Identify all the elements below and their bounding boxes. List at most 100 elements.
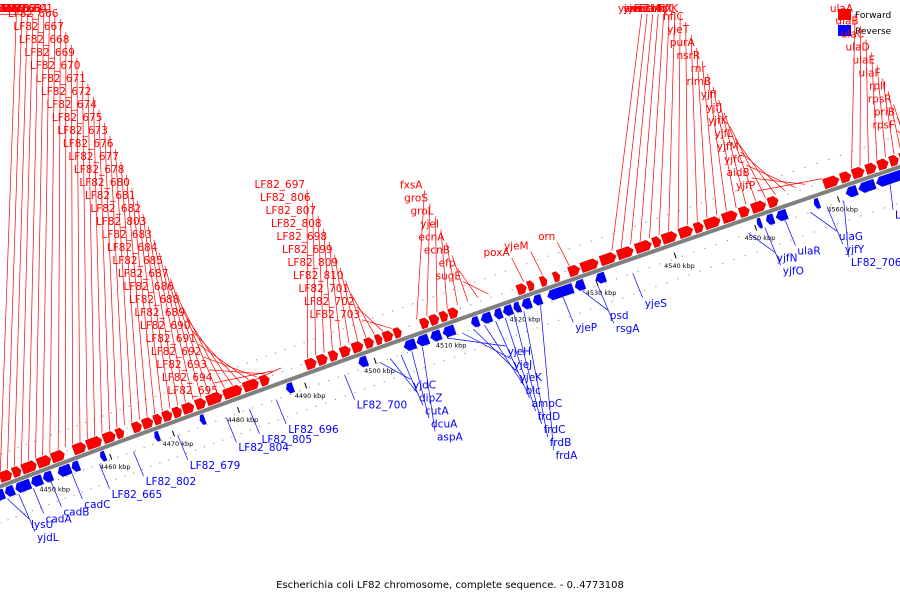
reverse-leader-line [562, 297, 574, 323]
track-dot [281, 371, 283, 373]
track-dot [615, 278, 617, 280]
track-dot [710, 266, 712, 268]
track-dot [469, 304, 472, 306]
track-dot [124, 475, 126, 477]
track-dot [818, 208, 821, 210]
reverse-leader-line [582, 290, 609, 311]
forward-leader-line [530, 251, 543, 276]
reverse-gene-label: ulaR [797, 245, 820, 257]
track-dot [0, 500, 2, 502]
track-dot [15, 516, 17, 518]
forward-gene-label: LF82_690 [140, 320, 191, 332]
forward-leader-line [718, 99, 747, 205]
track-dot [764, 201, 766, 203]
reverse-leader-line [447, 337, 506, 347]
forward-leader-line [208, 369, 265, 375]
track-dot [760, 228, 763, 230]
forward-gene-32 [447, 307, 459, 320]
track-dot [412, 303, 414, 305]
track-dot [392, 310, 394, 312]
gene-labels: LF82_658LF82_659LF82_660LF82_661LF82_662… [0, 3, 900, 544]
track-dot [364, 388, 366, 390]
track-dot [860, 215, 862, 217]
track-dot [480, 300, 482, 302]
track-dot [67, 428, 69, 430]
forward-gene-label: yjeT [667, 24, 690, 36]
forward-leader-line [658, 13, 670, 235]
forward-gene-label: LF82_694 [162, 372, 213, 384]
track-dot [816, 162, 818, 165]
track-dot [738, 236, 740, 238]
reverse-gene-label: yjeH [508, 346, 531, 358]
reverse-gene-23 [547, 282, 575, 301]
forward-leader-line [712, 86, 737, 209]
forward-gene-49 [750, 200, 767, 214]
track-dot [551, 300, 553, 303]
track-dot [284, 348, 286, 351]
forward-leader-line [49, 13, 56, 453]
track-dot [143, 447, 145, 449]
track-dot [532, 282, 534, 284]
reverse-gene-3 [31, 474, 45, 487]
reverse-gene-label: LF82_700 [357, 400, 408, 412]
forward-leader-line [170, 278, 210, 395]
forward-leader-line [740, 151, 786, 192]
forward-gene-label: LF82_691 [145, 333, 196, 345]
track-dot [352, 324, 354, 326]
forward-leader-line [312, 202, 317, 356]
forward-gene-label: LF82_682 [90, 203, 141, 215]
track-dot [268, 422, 270, 424]
track-dot [347, 373, 349, 375]
forward-leader-line [175, 291, 218, 392]
track-dot [781, 174, 783, 176]
track-dot [443, 359, 445, 362]
track-dot [242, 410, 245, 412]
forward-gene-44 [677, 225, 694, 239]
track-dot [255, 359, 258, 361]
track-dot [612, 233, 614, 235]
forward-gene-label: LF82_670 [30, 60, 81, 72]
forward-leader-line [620, 13, 648, 248]
forward-gene-label: LF82_659 [0, 3, 20, 15]
forward-gene-label: LF82_688 [129, 294, 180, 306]
forward-gene-23 [338, 345, 351, 358]
track-dot [488, 323, 490, 325]
reverse-gene-0 [0, 488, 7, 501]
track-dot [561, 297, 564, 299]
track-dot [589, 308, 592, 310]
track-dot [656, 217, 658, 219]
forward-gene-label: LF82_671 [35, 73, 86, 85]
track-dot [107, 481, 109, 484]
track-dot [8, 497, 10, 499]
forward-gene-label: aidB [726, 167, 749, 179]
forward-gene-label: LF82_703 [310, 309, 361, 321]
forward-leader-line [181, 304, 226, 389]
forward-gene-47 [720, 210, 738, 224]
forward-leader-line [350, 293, 375, 335]
track-dot [715, 243, 717, 246]
track-dot [783, 220, 786, 222]
forward-gene-label: LF82_806 [260, 192, 311, 204]
axis-tick-label: 4480 kbp [228, 416, 259, 424]
reverse-gene-label: LF82_706 [851, 257, 900, 269]
track-dot [622, 297, 624, 299]
track-dot [209, 376, 211, 378]
forward-leader-line [197, 343, 249, 380]
forward-gene-label: mutL [629, 3, 656, 15]
forward-leader-line [729, 125, 766, 199]
reverse-leader-line [379, 361, 412, 380]
forward-gene-26 [373, 333, 383, 346]
track-dot [191, 382, 193, 384]
track-dot [426, 344, 429, 346]
track-dot [100, 437, 102, 439]
forward-leader-line [426, 203, 431, 316]
track-dot [851, 150, 853, 152]
track-dot [437, 341, 439, 343]
forward-gene-34 [526, 280, 535, 292]
track-dot [802, 235, 804, 237]
axis-tick-label: 4510 kbp [436, 342, 467, 350]
reverse-leader-line [177, 435, 189, 461]
forward-gene-46 [703, 216, 721, 231]
axis-tick-label: 4540 kbp [664, 262, 695, 270]
